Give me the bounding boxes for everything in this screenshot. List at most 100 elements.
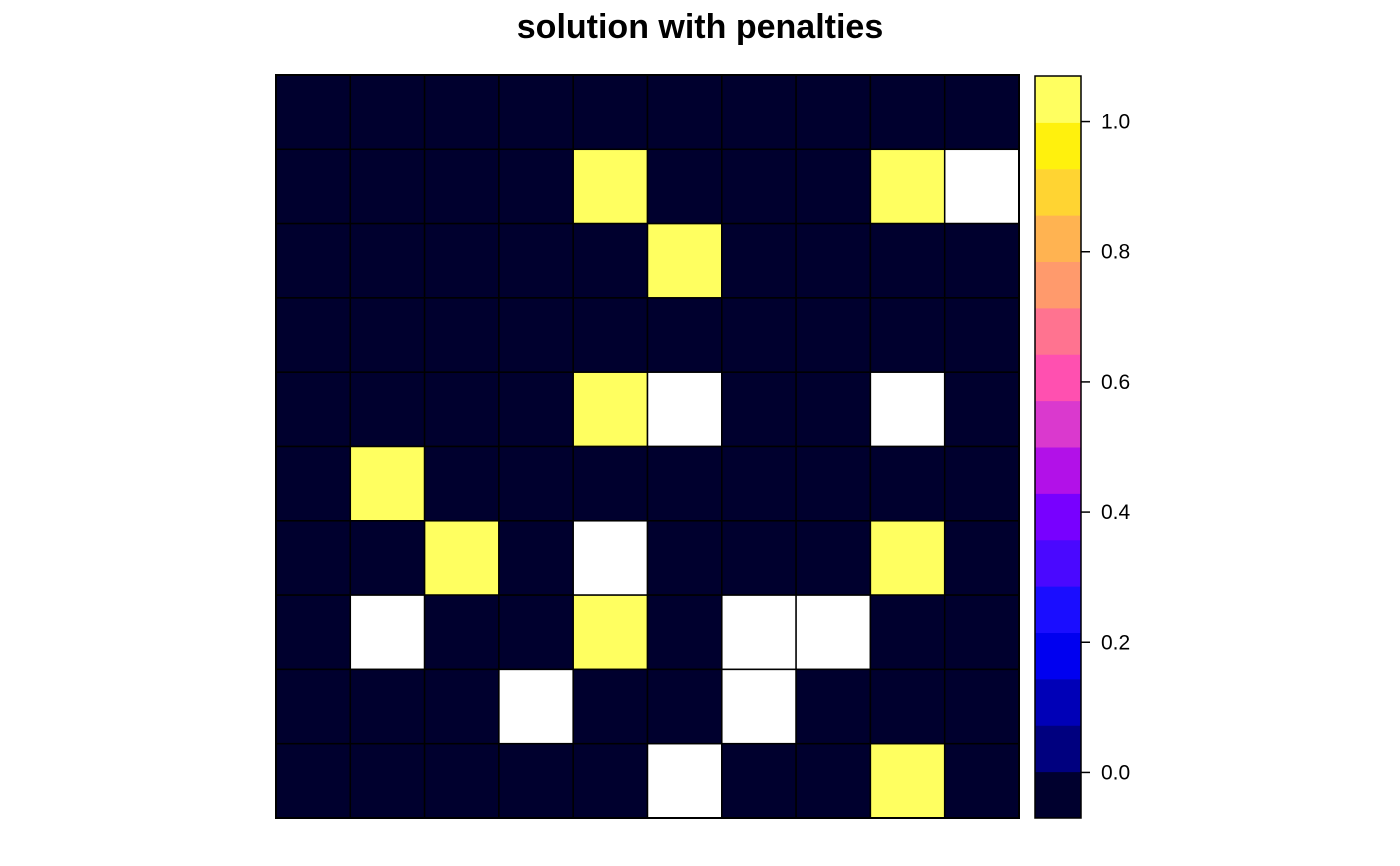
heatmap-cell xyxy=(721,148,797,225)
heatmap-cell xyxy=(646,594,723,671)
heatmap-cell xyxy=(349,371,426,448)
heatmap-cell xyxy=(498,445,574,522)
colorbar-segment xyxy=(1035,493,1081,541)
heatmap-cell xyxy=(275,668,352,745)
colorbar-segment xyxy=(1035,678,1081,726)
heatmap-cell xyxy=(646,371,723,448)
heatmap-cell xyxy=(943,520,1020,596)
heatmap-cell xyxy=(795,520,872,596)
heatmap-cell xyxy=(572,222,649,299)
heatmap-cell xyxy=(349,297,426,373)
heatmap-cell xyxy=(795,668,872,745)
heatmap-cell xyxy=(721,297,797,373)
heatmap-cell xyxy=(423,742,500,819)
heatmap-cell xyxy=(349,148,426,225)
heatmap-cell xyxy=(869,668,946,745)
heatmap-cell xyxy=(943,222,1020,299)
heatmap-cell xyxy=(943,148,1020,225)
heatmap-cell xyxy=(423,74,500,151)
heatmap-frame xyxy=(275,74,1020,819)
heatmap-cell xyxy=(869,74,946,151)
heatmap-cell xyxy=(572,520,649,596)
colorbar-segment xyxy=(1035,400,1081,448)
heatmap-cell xyxy=(943,742,1020,819)
heatmap-cell xyxy=(498,668,574,745)
heatmap-cell xyxy=(572,148,649,225)
heatmap-cell xyxy=(721,74,797,151)
heatmap-cell xyxy=(423,668,500,745)
heatmap-cell xyxy=(795,148,872,225)
heatmap-cell xyxy=(349,668,426,745)
heatmap-cell xyxy=(795,742,872,819)
heatmap-cell xyxy=(646,668,723,745)
heatmap-cell xyxy=(721,594,797,671)
colorbar-segment xyxy=(1035,307,1081,355)
heatmap-cell xyxy=(943,445,1020,522)
heatmap-cell xyxy=(721,371,797,448)
heatmap-cell xyxy=(275,148,352,225)
heatmap-cell xyxy=(498,594,574,671)
heatmap-cell xyxy=(275,520,352,596)
heatmap-cell xyxy=(646,297,723,373)
colorbar-segment xyxy=(1035,586,1081,633)
heatmap-cell xyxy=(275,594,352,671)
heatmap-cell xyxy=(869,594,946,671)
heatmap-cell xyxy=(423,371,500,448)
heatmap-cell xyxy=(349,594,426,671)
heatmap-cell xyxy=(943,297,1020,373)
colorbar xyxy=(1034,75,1082,819)
colorbar-segment xyxy=(1035,261,1081,309)
heatmap-cell xyxy=(721,668,797,745)
heatmap-cell xyxy=(795,74,872,151)
heatmap-cell xyxy=(275,222,352,299)
heatmap-cell xyxy=(869,520,946,596)
heatmap-cell xyxy=(423,222,500,299)
heatmap-cell xyxy=(349,222,426,299)
heatmap-cell xyxy=(572,74,649,151)
heatmap-cell xyxy=(498,520,574,596)
colorbar-segment xyxy=(1035,215,1081,262)
heatmap-cell xyxy=(498,742,574,819)
colorbar-segment xyxy=(1035,168,1081,216)
colorbar-frame xyxy=(1034,75,1082,819)
colorbar-tick-label: 0.0 xyxy=(1101,761,1130,784)
colorbar-segment xyxy=(1035,447,1081,494)
heatmap-cell xyxy=(646,742,723,819)
heatmap-cell xyxy=(869,371,946,448)
colorbar-segment xyxy=(1035,122,1081,170)
heatmap-cell xyxy=(423,297,500,373)
heatmap-cell xyxy=(943,371,1020,448)
colorbar-tick-label: 0.8 xyxy=(1101,241,1130,264)
colorbar-tick-label: 0.2 xyxy=(1101,631,1130,654)
heatmap-cell xyxy=(572,594,649,671)
heatmap-cell xyxy=(869,742,946,819)
heatmap-cell xyxy=(275,74,352,151)
colorbar-segment xyxy=(1035,632,1081,680)
heatmap-cell xyxy=(646,74,723,151)
heatmap-cell xyxy=(572,371,649,448)
heatmap-cell xyxy=(275,742,352,819)
colorbar-segment xyxy=(1035,76,1081,123)
heatmap-cell xyxy=(721,445,797,522)
chart-title: solution with penalties xyxy=(516,8,884,46)
heatmap-cell xyxy=(646,222,723,299)
heatmap-cell xyxy=(869,297,946,373)
heatmap-cell xyxy=(943,74,1020,151)
heatmap-cell xyxy=(572,742,649,819)
heatmap-cell xyxy=(275,371,352,448)
heatmap-cell xyxy=(721,222,797,299)
colorbar-ticks: 0.0 0.2 0.4 0.6 0.8 1.0 xyxy=(1081,111,1131,784)
heatmap-cell xyxy=(275,297,352,373)
heatmap-cell xyxy=(572,668,649,745)
heatmap-cell xyxy=(423,594,500,671)
colorbar-segment xyxy=(1035,539,1081,587)
heatmap-cell xyxy=(943,668,1020,745)
colorbar-tick-label: 0.4 xyxy=(1101,501,1131,524)
colorbar-segment xyxy=(1035,725,1081,773)
heatmap-cell xyxy=(646,520,723,596)
colorbar-segment xyxy=(1035,771,1081,819)
heatmap-cell xyxy=(349,74,426,151)
heatmap-cell xyxy=(795,594,872,671)
heatmap-grid xyxy=(275,74,1020,819)
heatmap-cell xyxy=(572,297,649,373)
